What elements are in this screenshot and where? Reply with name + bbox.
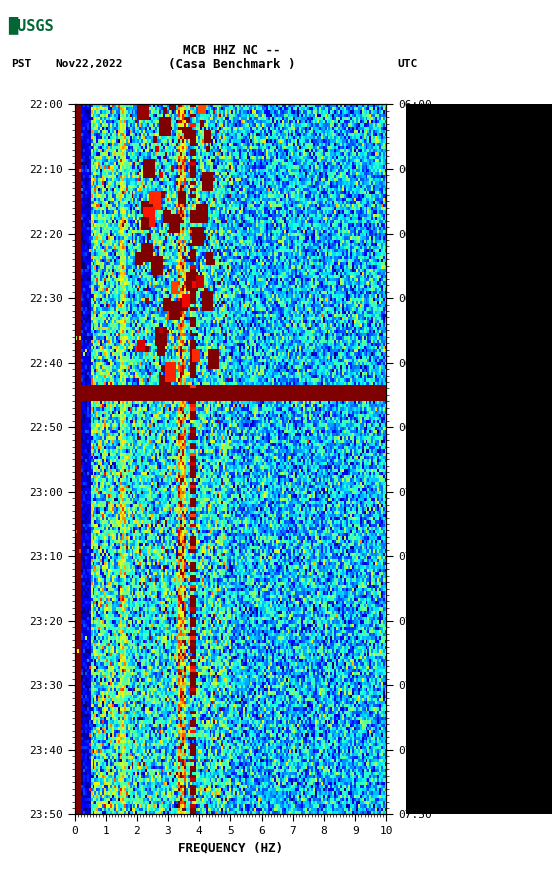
- Text: (Casa Benchmark ): (Casa Benchmark ): [168, 58, 295, 71]
- Text: PST: PST: [11, 59, 31, 70]
- Text: MCB HHZ NC --: MCB HHZ NC --: [183, 44, 280, 56]
- X-axis label: FREQUENCY (HZ): FREQUENCY (HZ): [178, 842, 283, 855]
- Text: █USGS: █USGS: [8, 16, 54, 34]
- Text: UTC: UTC: [397, 59, 418, 70]
- Text: Nov22,2022: Nov22,2022: [55, 59, 123, 70]
